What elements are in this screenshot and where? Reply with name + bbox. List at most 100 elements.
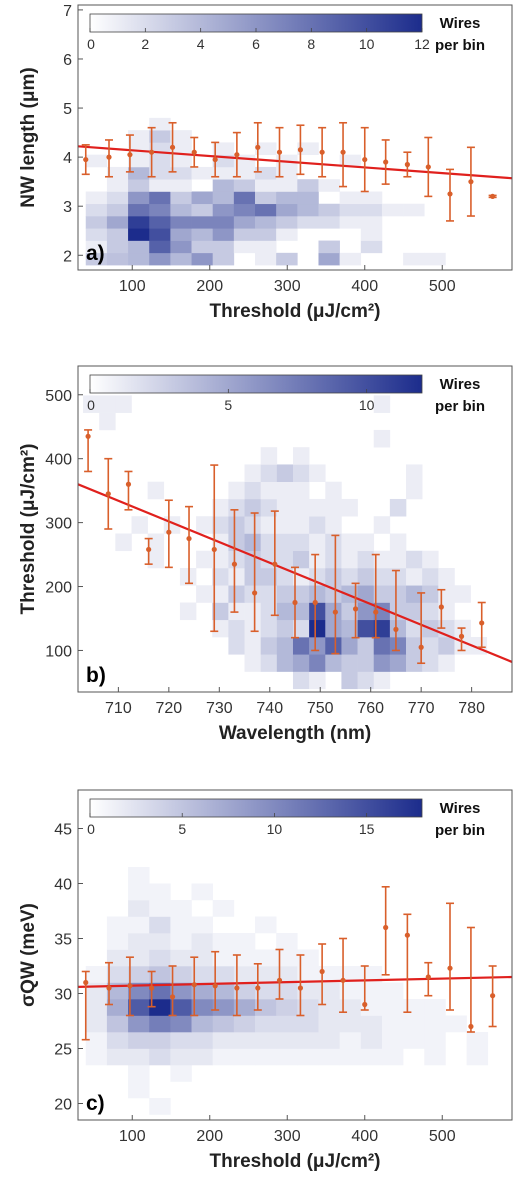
point-marker — [373, 609, 379, 615]
heat-cell — [292, 654, 310, 672]
heat-cell — [212, 982, 235, 1000]
heat-cell — [106, 966, 129, 983]
data-point — [371, 553, 380, 639]
heat-cell — [381, 999, 404, 1016]
heat-cell — [297, 1015, 319, 1033]
heat-cell — [339, 154, 362, 168]
point-marker — [166, 529, 172, 535]
heat-cell — [170, 966, 192, 983]
heat-cell — [373, 429, 391, 448]
heat-cell — [170, 228, 192, 241]
heat-cell — [128, 900, 150, 917]
heat-cell — [406, 567, 423, 586]
heat-cell — [276, 637, 294, 655]
point-marker — [255, 985, 261, 991]
colorbar-tick-label: 10 — [359, 36, 375, 52]
heat-cell — [149, 1098, 171, 1115]
point-marker — [191, 982, 197, 988]
point-marker — [447, 965, 453, 971]
heat-cell — [260, 533, 278, 552]
point-marker — [127, 983, 133, 989]
point-marker — [125, 481, 132, 487]
heat-cell — [424, 1048, 446, 1066]
heat-cell — [325, 567, 342, 586]
heat-cell — [85, 228, 108, 241]
heat-cell — [309, 498, 326, 517]
heat-cell — [255, 1015, 277, 1033]
plot-frame — [77, 4, 513, 271]
heat-cell — [128, 252, 150, 266]
heat-cell — [149, 916, 171, 934]
heat-cell — [170, 1015, 192, 1033]
data-point — [253, 121, 262, 173]
heat-cell — [297, 142, 319, 155]
heat-cell — [373, 567, 391, 586]
heat-cell — [233, 966, 256, 983]
heat-cell — [85, 1048, 108, 1066]
heat-cell — [325, 481, 342, 500]
heat-cell — [292, 585, 310, 603]
heat-cell — [128, 1065, 150, 1082]
heat-cell — [191, 999, 213, 1016]
point-marker — [332, 609, 338, 615]
heat-cell — [191, 883, 213, 901]
heat-cell — [422, 550, 439, 569]
heat-cell — [422, 567, 439, 586]
data-point — [296, 124, 305, 176]
heat-cell — [357, 671, 375, 690]
heat-cell — [128, 867, 150, 884]
heat-cell — [341, 619, 358, 638]
x-tick-label: 760 — [357, 700, 384, 717]
heat-cell — [255, 252, 277, 266]
x-tick-label: 300 — [274, 1128, 301, 1145]
heat-cell — [228, 567, 245, 586]
heat-cell — [255, 142, 277, 155]
data-point — [147, 126, 156, 178]
heat-cell — [318, 240, 340, 254]
heat-cell — [466, 1032, 489, 1049]
heat-cell — [170, 933, 192, 950]
panel-b: 710 720 730 740 750 760 770 780100200300400500W… — [18, 365, 513, 744]
heat-cell — [196, 550, 213, 569]
point-marker — [319, 968, 325, 975]
heat-cell — [149, 949, 171, 967]
x-tick-label: 770 — [408, 700, 435, 717]
heat-cell — [389, 533, 407, 552]
heat-cell — [292, 498, 310, 517]
heat-cell — [403, 999, 425, 1016]
heat-cell — [149, 228, 171, 241]
heat-cell — [255, 949, 277, 967]
heat-cell — [170, 1065, 192, 1082]
heat-cell — [389, 654, 407, 672]
point-marker — [252, 590, 258, 596]
panel-label: c) — [86, 1092, 105, 1115]
colorbar-tick-label: 4 — [197, 36, 205, 52]
heat-cell — [360, 966, 383, 983]
point-marker — [255, 144, 261, 150]
heat-cell — [149, 154, 171, 168]
heat-cell — [255, 216, 277, 229]
heat-cell — [85, 252, 108, 266]
point-marker — [106, 985, 112, 991]
heat-cell — [297, 999, 319, 1016]
heat-cell — [309, 550, 326, 569]
data-point — [275, 948, 284, 1000]
heat-cell — [233, 982, 256, 1000]
heat-cell — [147, 481, 165, 500]
heat-cell — [318, 216, 340, 229]
heat-cell — [149, 216, 171, 229]
heat-cell — [170, 916, 192, 934]
heat-cell — [212, 1015, 235, 1033]
point-marker — [234, 985, 240, 991]
point-marker — [404, 932, 410, 938]
heat-cell — [297, 1032, 319, 1049]
heat-cell — [357, 585, 375, 603]
heat-cell — [106, 216, 129, 229]
heat-cell — [170, 191, 192, 205]
heat-cell — [128, 203, 150, 217]
colorbar-tick-label: 12 — [414, 36, 430, 52]
heat-cell — [212, 900, 235, 917]
heat-cell — [149, 900, 171, 917]
point-marker — [362, 156, 368, 163]
heat-cell — [297, 949, 319, 967]
